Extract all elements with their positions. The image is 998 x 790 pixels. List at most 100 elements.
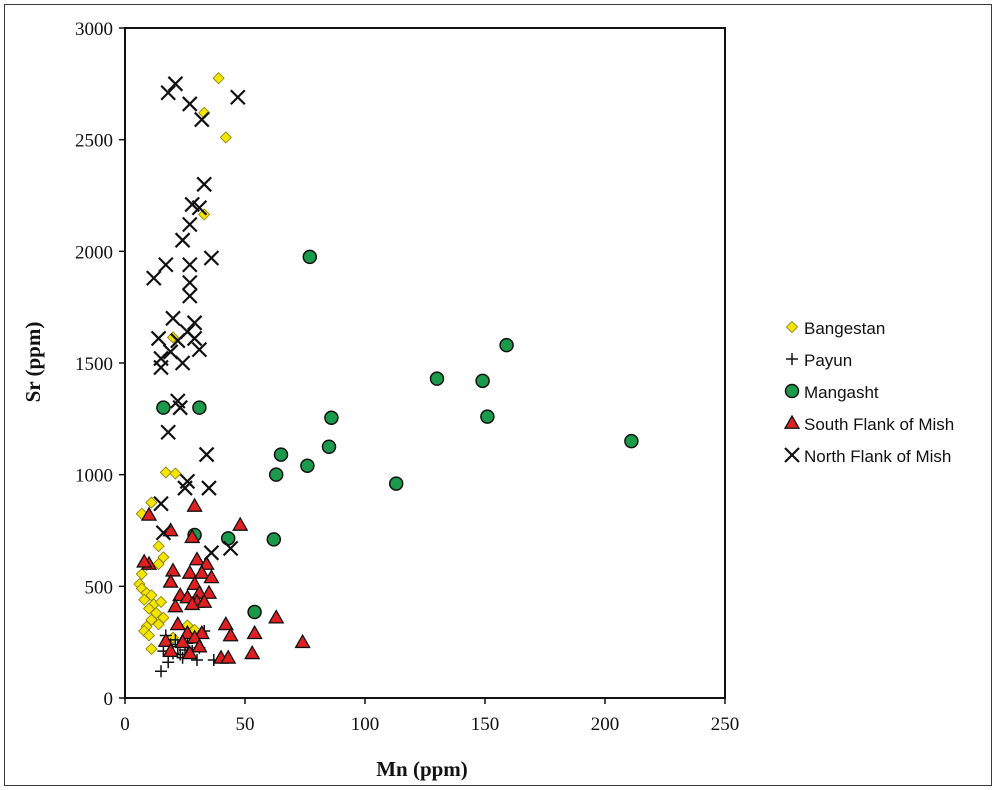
legend-label: Bangestan [804,319,885,338]
data-point [181,564,198,579]
x-tick-label: 200 [591,714,620,735]
data-point [174,355,191,371]
y-tick-label: 500 [85,577,114,598]
data-point [198,446,215,463]
series-mangasht [156,249,639,620]
data-point [196,176,212,193]
data-point [191,638,208,653]
data-point [153,359,169,376]
series-south-flank-of-mish [136,497,311,664]
data-point [212,72,225,85]
data-point [160,84,176,101]
data-point [167,598,184,613]
data-point [198,208,211,221]
y-tick-label: 2000 [75,242,113,263]
data-point [152,618,165,631]
data-point [174,232,191,248]
data-point [222,540,239,557]
data-point [480,409,495,424]
data-point [160,424,176,441]
y-tick-label: 2500 [75,131,113,152]
data-point [186,315,203,331]
data-point [300,458,315,473]
y-tick-label: 1500 [75,354,113,375]
data-point [182,288,198,304]
legend-marker [785,320,799,334]
data-point [230,89,246,106]
data-point [164,562,182,577]
data-point [152,557,165,571]
data-point [186,330,203,347]
legend: Bangestan Payun Mangasht South Flank of Mis… [783,319,954,466]
data-point [201,480,217,496]
data-point [184,595,201,611]
data-point [181,645,198,660]
data-point [177,480,193,496]
x-tick-label: 50 [236,714,255,735]
data-point [203,545,220,561]
data-point [324,410,339,425]
data-point [266,532,282,547]
data-point [186,497,203,512]
data-point [273,447,289,462]
data-point [146,270,162,286]
data-point [184,528,201,544]
data-point [169,467,182,480]
legend-marker [783,414,801,429]
data-point [159,466,172,479]
data-point [170,332,186,349]
data-point [154,595,168,609]
data-point [222,627,239,642]
data-point [182,216,198,233]
legend-marker [784,447,800,463]
data-point [196,593,213,608]
data-point [158,256,174,273]
data-point [203,250,220,266]
data-point [153,495,169,512]
data-point [232,516,249,531]
data-point [220,649,237,664]
x-axis-title: Mn (ppm) [376,757,468,781]
data-point [135,567,148,581]
data-point [193,564,210,579]
data-point [155,665,167,678]
data-point [179,624,196,640]
data-point [194,111,210,128]
x-tick-label: 150 [471,714,500,735]
data-point [193,624,210,640]
data-point [174,633,191,649]
data-point [167,76,184,92]
data-point [192,400,207,415]
y-tick-label: 3000 [75,19,113,40]
legend-label: Payun [804,351,852,370]
data-point [165,310,181,327]
legend-label: Mangasht [804,383,879,402]
data-point [156,400,171,415]
data-point [321,439,337,454]
data-point [198,555,215,570]
data-point [142,602,156,615]
data-point [138,593,151,606]
data-point [140,506,158,521]
data-point [162,642,179,657]
data-point [302,249,318,265]
data-point [142,629,156,642]
data-point [217,615,234,631]
data-point [244,645,261,660]
data-point [294,633,311,649]
data-point [268,609,285,624]
data-point [246,624,263,640]
data-point [145,496,158,509]
y-tick-label: 1000 [75,466,113,487]
data-point [150,330,167,347]
data-point [182,96,198,112]
data-point [219,131,232,144]
data-point [169,615,186,631]
data-point [157,632,174,647]
data-point [200,584,218,599]
data-point [188,551,206,566]
data-point [136,553,153,568]
data-point [203,569,220,584]
